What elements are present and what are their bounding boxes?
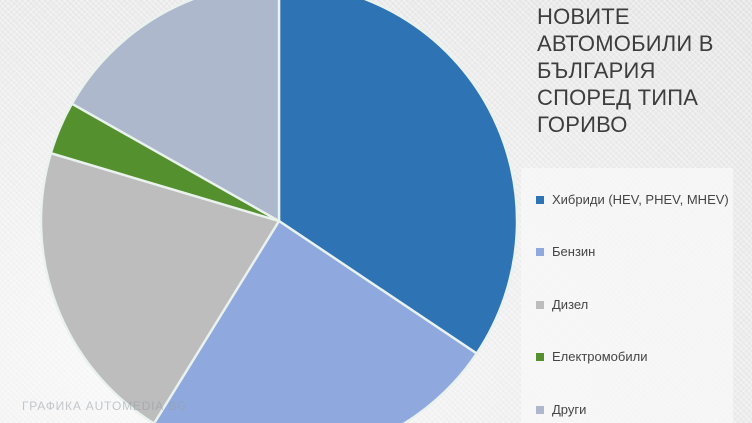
- legend-label: Електромобили: [552, 349, 648, 364]
- chart-title: НОВИТЕ АВТОМОБИЛИ В БЪЛГАРИЯ СПОРЕД ТИПА…: [537, 4, 714, 137]
- watermark: ГРАФИКА AUTOMEDIA.BG: [22, 399, 188, 413]
- legend-item-electric: Електромобили: [536, 349, 647, 364]
- pie-slice-1: [152, 219, 478, 423]
- pie-slice-4: [70, 0, 281, 223]
- pie-slice-2: [39, 152, 281, 423]
- legend-swatch-electric-icon: [536, 352, 544, 361]
- legend-label: Бензин: [552, 244, 596, 259]
- legend-item-others: Други: [536, 402, 586, 417]
- legend-panel: Хибриди (HEV, PHEV, MHEV) Бензин Дизел Е…: [521, 168, 733, 423]
- pie-slice-0: [277, 0, 519, 355]
- legend-swatch-others-icon: [536, 405, 544, 414]
- legend-swatch-hybrids-icon: [536, 195, 544, 204]
- legend-item-hybrids: Хибриди (HEV, PHEV, MHEV): [536, 192, 729, 207]
- legend-swatch-petrol-icon: [536, 247, 544, 256]
- legend-label: Хибриди (HEV, PHEV, MHEV): [552, 192, 729, 207]
- legend-item-diesel: Дизел: [536, 297, 588, 312]
- legend-label: Дизел: [552, 297, 589, 312]
- legend-label: Други: [552, 402, 587, 417]
- legend-swatch-diesel-icon: [536, 300, 544, 309]
- legend-item-petrol: Бензин: [536, 244, 595, 259]
